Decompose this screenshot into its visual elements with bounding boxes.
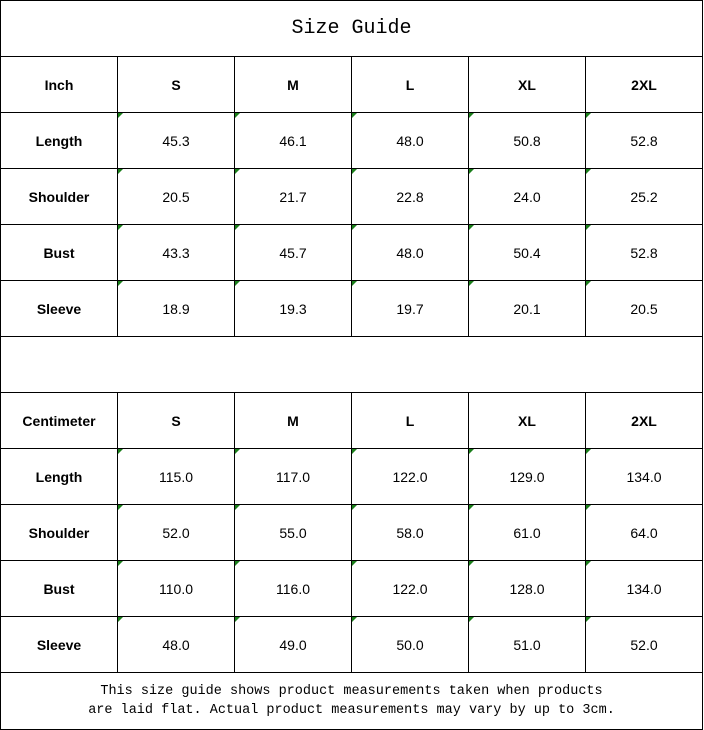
size-header: XL [468,56,586,113]
measurement-value: 122.0 [351,560,469,617]
unit-label: Inch [0,56,118,113]
measurement-value: 20.1 [468,280,586,337]
measurement-value: 52.0 [117,504,235,561]
measurement-value: 122.0 [351,448,469,505]
measurement-value: 64.0 [585,504,703,561]
measurement-value: 21.7 [234,168,352,225]
measurement-value: 22.8 [351,168,469,225]
measurement-value: 52.8 [585,112,703,169]
measurement-value: 115.0 [117,448,235,505]
table-row: Bust 43.3 45.7 48.0 50.4 52.8 [0,224,703,281]
size-header: S [117,392,235,449]
measurement-value: 45.3 [117,112,235,169]
measurement-value: 61.0 [468,504,586,561]
measurement-value: 51.0 [468,616,586,673]
size-header: L [351,392,469,449]
measurement-value: 134.0 [585,560,703,617]
table-row: Length 115.0 117.0 122.0 129.0 134.0 [0,448,703,505]
size-header: M [234,56,352,113]
measurement-value: 20.5 [585,280,703,337]
measurement-value: 129.0 [468,448,586,505]
measurement-value: 117.0 [234,448,352,505]
measurement-value: 25.2 [585,168,703,225]
measurement-value: 20.5 [117,168,235,225]
measurement-value: 46.1 [234,112,352,169]
inch-header-row: Inch S M L XL 2XL [0,56,703,113]
size-header: XL [468,392,586,449]
size-header: S [117,56,235,113]
measurement-value: 18.9 [117,280,235,337]
measurement-label: Sleeve [0,280,118,337]
measurement-value: 58.0 [351,504,469,561]
measurement-value: 110.0 [117,560,235,617]
measurement-value: 134.0 [585,448,703,505]
measurement-value: 19.3 [234,280,352,337]
measurement-label: Length [0,448,118,505]
size-header: L [351,56,469,113]
measurement-value: 52.8 [585,224,703,281]
size-header: 2XL [585,56,703,113]
measurement-value: 48.0 [117,616,235,673]
measurement-value: 50.0 [351,616,469,673]
measurement-label: Shoulder [0,168,118,225]
table-row: Shoulder 20.5 21.7 22.8 24.0 25.2 [0,168,703,225]
table-row: Sleeve 18.9 19.3 19.7 20.1 20.5 [0,280,703,337]
measurement-value: 50.4 [468,224,586,281]
measurement-label: Shoulder [0,504,118,561]
measurement-value: 24.0 [468,168,586,225]
measurement-value: 49.0 [234,616,352,673]
measurement-value: 43.3 [117,224,235,281]
size-header: M [234,392,352,449]
measurement-label: Length [0,112,118,169]
footnote-line-2: are laid flat. Actual product measuremen… [88,703,615,718]
table-row: Shoulder 52.0 55.0 58.0 61.0 64.0 [0,504,703,561]
measurement-label: Bust [0,224,118,281]
measurement-value: 52.0 [585,616,703,673]
table-row: Bust 110.0 116.0 122.0 128.0 134.0 [0,560,703,617]
measurement-label: Sleeve [0,616,118,673]
footnote-line-1: This size guide shows product measuremen… [100,684,603,699]
measurement-value: 45.7 [234,224,352,281]
measurement-value: 128.0 [468,560,586,617]
measurement-value: 55.0 [234,504,352,561]
size-header: 2XL [585,392,703,449]
measurement-value: 19.7 [351,280,469,337]
measurement-value: 116.0 [234,560,352,617]
footnote: This size guide shows product measuremen… [0,672,703,730]
table-title: Size Guide [0,0,703,57]
cm-header-row: Centimeter S M L XL 2XL [0,392,703,449]
measurement-value: 48.0 [351,224,469,281]
measurement-value: 50.8 [468,112,586,169]
table-row: Length 45.3 46.1 48.0 50.8 52.8 [0,112,703,169]
spacer-row [0,336,703,393]
unit-label: Centimeter [0,392,118,449]
measurement-value: 48.0 [351,112,469,169]
table-row: Sleeve 48.0 49.0 50.0 51.0 52.0 [0,616,703,673]
measurement-label: Bust [0,560,118,617]
